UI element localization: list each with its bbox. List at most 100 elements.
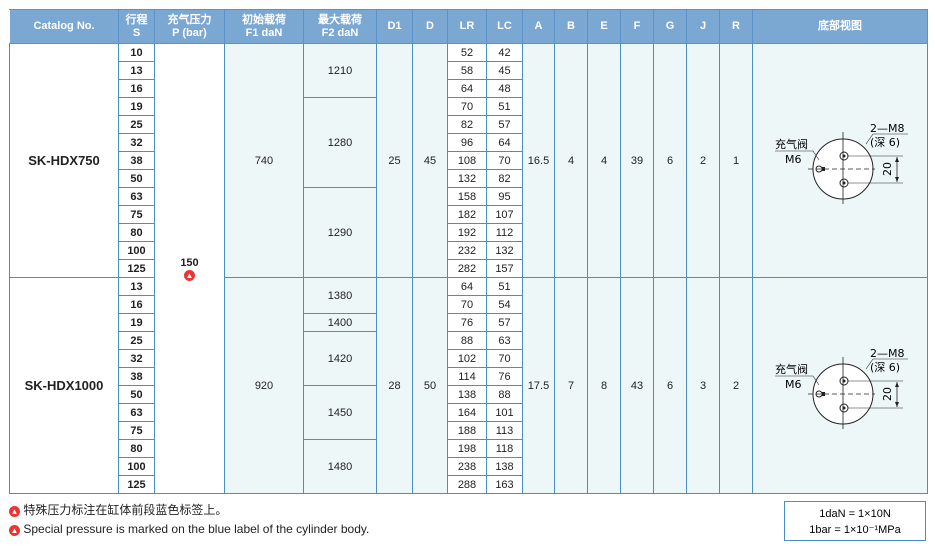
header-line: 最大载荷 <box>318 13 362 26</box>
bottom-view-diagram: 20 2—M8 (深 6) 充气阀 M6 <box>775 347 908 429</box>
header-line: J <box>699 20 707 32</box>
stroke-cell: 100 <box>118 457 155 476</box>
column-header: 充气压力 P (bar) <box>154 9 225 44</box>
catalog-number: SK-HDX750 <box>9 43 119 278</box>
unit-conversion-box: 1daN = 1×10N 1bar = 1×10⁻¹MPa <box>784 501 926 541</box>
lc-cell: 51 <box>486 97 523 116</box>
lc-cell: 76 <box>486 367 523 386</box>
lr-cell: 70 <box>447 97 487 116</box>
header-line: LC <box>497 20 512 32</box>
pressure-value: 150 <box>180 256 199 269</box>
header-line: Catalog No. <box>33 20 95 32</box>
f2-cell: 1400 <box>303 313 377 332</box>
b-cell: 7 <box>554 277 588 494</box>
stroke-cell: 100 <box>118 241 155 260</box>
lc-cell: 45 <box>486 61 523 80</box>
column-header: LR <box>447 9 487 44</box>
lr-cell: 58 <box>447 61 487 80</box>
f1-cell: 920 <box>224 277 304 494</box>
d-cell: 50 <box>412 277 448 494</box>
r-cell: 2 <box>719 277 753 494</box>
lr-cell: 288 <box>447 475 487 494</box>
column-header: E <box>587 9 621 44</box>
lc-cell: 82 <box>486 169 523 188</box>
valve-label: 充气阀 <box>775 137 808 151</box>
lr-cell: 96 <box>447 133 487 152</box>
header-line: 初始载荷 <box>242 13 286 26</box>
d1-cell: 28 <box>376 277 413 494</box>
table-row: 25 1420 88 63 <box>10 331 928 386</box>
lr-cell: 158 <box>447 187 487 206</box>
valve-thread: M6 <box>785 378 802 391</box>
header-line: B <box>567 20 575 32</box>
valve-thread: M6 <box>785 153 802 166</box>
bottom-view-cell: 20 2—M8 (深 6) 充气阀 M6 <box>752 277 928 494</box>
lc-cell: 113 <box>486 421 523 440</box>
f2-cell: 1450 <box>303 385 377 440</box>
stroke-cell: 38 <box>118 367 155 386</box>
stroke-cell: 125 <box>118 475 155 494</box>
lr-cell: 132 <box>447 169 487 188</box>
f2-cell: 1280 <box>303 97 377 188</box>
lr-cell: 114 <box>447 367 487 386</box>
dimension-label: 20 <box>881 387 894 401</box>
table-row: 38 108 70 <box>10 151 928 170</box>
stroke-cell: 13 <box>118 61 155 80</box>
column-header: 行程 S <box>118 9 155 44</box>
header-line: 底部视图 <box>818 20 862 32</box>
f2-cell: 1480 <box>303 439 377 494</box>
table-row: 50 1450 138 88 <box>10 385 928 440</box>
column-header: D <box>412 9 448 44</box>
stroke-cell: 80 <box>118 439 155 458</box>
column-header: B <box>554 9 588 44</box>
stroke-cell: 13 <box>118 277 155 296</box>
header-line: 充气压力 <box>167 13 212 26</box>
header-line: E <box>600 20 608 32</box>
a-cell: 16.5 <box>522 43 555 278</box>
warning-icon: ▲ <box>184 269 195 281</box>
lc-cell: 57 <box>486 313 523 332</box>
lc-cell: 48 <box>486 79 523 98</box>
column-header: G <box>653 9 687 44</box>
catalog-number: SK-HDX1000 <box>9 277 119 494</box>
header-line: P (bar) <box>172 26 207 39</box>
table-row: SK-HDX1000 13 920 1380 28 50 64 51 17.5 7 8 43 6 3 2 2… <box>9 277 928 494</box>
lc-cell: 112 <box>486 223 523 242</box>
column-header: A <box>522 9 555 44</box>
column-header: 初始载荷 F1 daN <box>224 9 304 44</box>
stroke-cell: 10 <box>118 43 155 62</box>
header-line: A <box>534 20 543 32</box>
spec-table: Catalog No. 行程 S 充气压力 P (bar) 初始载荷 F1 daN 最大载荷 F… <box>9 9 928 494</box>
lr-cell: 138 <box>447 385 487 404</box>
table-row: 75 182 107 <box>10 205 928 224</box>
bottom-view-cell: 20 2—M8 (深 6) 充气阀 M6 <box>752 43 928 278</box>
stroke-cell: 75 <box>118 205 155 224</box>
f-cell: 39 <box>620 43 654 278</box>
warning-icon: ▲ <box>9 525 20 536</box>
column-header: R <box>719 9 753 44</box>
header-line: 行程 <box>125 13 148 26</box>
f2-cell: 1210 <box>303 43 377 98</box>
lc-cell: 118 <box>486 439 523 458</box>
table-row: 100 238 138 <box>10 457 928 476</box>
lc-cell: 63 <box>486 331 523 350</box>
column-header: Catalog No. <box>9 9 119 44</box>
valve-label: 充气阀 <box>775 362 808 376</box>
lc-cell: 157 <box>486 259 523 278</box>
stroke-cell: 25 <box>118 115 155 134</box>
lr-cell: 88 <box>447 331 487 350</box>
note-en: ▲ Special pressure is marked on the blue… <box>9 522 370 536</box>
stroke-cell: 32 <box>118 133 155 152</box>
e-cell: 4 <box>587 43 621 278</box>
lc-cell: 107 <box>486 205 523 224</box>
stroke-cell: 32 <box>118 349 155 368</box>
lc-cell: 95 <box>486 187 523 206</box>
f2-cell: 1420 <box>303 331 377 386</box>
lr-cell: 52 <box>447 43 487 62</box>
table-row: 63 1290 158 95 <box>10 187 928 278</box>
stroke-cell: 125 <box>118 259 155 278</box>
a-cell: 17.5 <box>522 277 555 494</box>
f-cell: 43 <box>620 277 654 494</box>
header-line: D <box>426 20 434 32</box>
stroke-cell: 80 <box>118 223 155 242</box>
